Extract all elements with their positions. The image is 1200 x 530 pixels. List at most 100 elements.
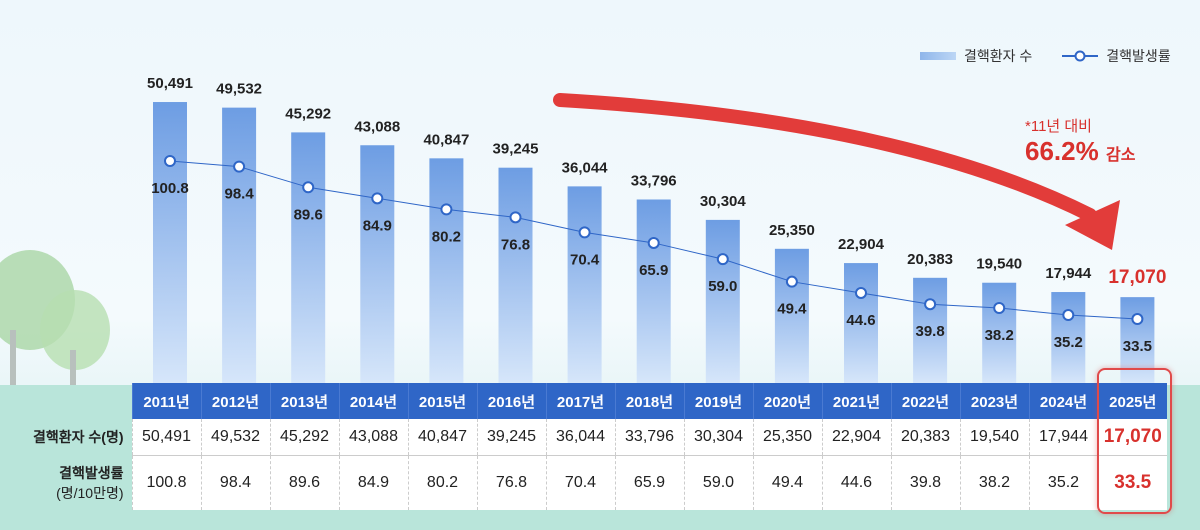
rate-value-label: 89.6 [294, 206, 323, 223]
table-rate-cell: 80.2 [407, 455, 477, 510]
rate-point [578, 226, 591, 239]
bar-value-label: 30,304 [700, 193, 747, 210]
table-header-cell: 2014년 [338, 383, 408, 419]
bar-value-label: 39,245 [493, 141, 539, 158]
table-header-cell: 2015년 [407, 383, 477, 419]
table-count-cell: 17,944 [1028, 419, 1098, 456]
row-label-rate: 결핵발생률 (명/10만명) [10, 456, 132, 511]
annotation-value: 66.2% [1025, 136, 1099, 166]
table-header-cell: 2023년 [959, 383, 1029, 419]
rate-value-label: 59.0 [708, 278, 737, 295]
bar-value-label: 49,532 [216, 81, 262, 98]
table-count-cell: 19,540 [959, 419, 1029, 456]
bar-value-label: 40,847 [423, 131, 469, 148]
table-header-row: 2011년 2012년 2013년 2014년 2015년 2016년 2017년 2018년… [10, 383, 1167, 419]
bar-2016년 [498, 167, 533, 383]
table-count-cell: 33,796 [614, 419, 684, 456]
rate-point [371, 192, 384, 205]
table-rate-cell: 33.5 [1097, 455, 1167, 510]
table-header-cell: 2018년 [614, 383, 684, 419]
table-header-cell: 2013년 [269, 383, 339, 419]
bar-2012년 [222, 107, 257, 383]
table-header-cell: 2021년 [821, 383, 891, 419]
table-count-cell: 40,847 [407, 419, 477, 456]
rate-value-label: 44.6 [846, 312, 875, 329]
bar-value-label: 33,796 [631, 172, 677, 189]
bar-2011년 [153, 102, 187, 383]
table-rate-cell: 70.4 [545, 455, 615, 510]
rate-value-label: 70.4 [570, 251, 600, 268]
table-count-cell: 25,350 [752, 419, 822, 456]
rate-point [233, 160, 246, 173]
bar-2022년 [913, 277, 948, 383]
rate-point [716, 253, 729, 266]
table-count-cell: 39,245 [476, 419, 546, 456]
table-row-rate: 결핵발생률 (명/10만명) 100.8 98.4 89.6 84.9 80.2 76.8 70… [10, 455, 1167, 511]
table-rate-cell: 65.9 [614, 455, 684, 510]
rate-point [509, 211, 522, 224]
table-count-cell: 50,491 [131, 419, 201, 456]
bar-value-label: 43,088 [354, 118, 400, 135]
bar-value-label: 20,383 [907, 251, 953, 268]
table-header-cell: 2011년 [131, 383, 201, 419]
legend-line-label: 결핵발생률 [1106, 48, 1171, 64]
bar-2023년 [982, 282, 1017, 383]
rate-value-label: 39.8 [915, 323, 944, 340]
tree-decoration [0, 250, 110, 385]
table-rate-cell: 44.6 [821, 455, 891, 510]
table-row-count: 결핵환자 수(명) 50,491 49,532 45,292 43,088 40,847 3… [10, 419, 1167, 456]
rate-value-label: 35.2 [1054, 334, 1083, 351]
legend: 결핵환자 수 결핵발생률 [920, 46, 1171, 66]
rate-value-label: 84.9 [363, 217, 392, 234]
table-count-cell: 22,904 [821, 419, 891, 456]
table-count-cell: 49,532 [200, 419, 270, 456]
rate-point [785, 275, 798, 288]
rate-point [924, 298, 937, 311]
rate-value-label: 100.8 [151, 180, 189, 197]
bar-value-label: 50,491 [147, 75, 193, 92]
bar-2019년 [705, 219, 740, 383]
table-count-cell: 30,304 [683, 419, 753, 456]
rate-value-label: 65.9 [639, 262, 668, 279]
rate-point [1131, 313, 1144, 326]
row-label-count: 결핵환자 수(명) [33, 429, 124, 446]
table-rate-cell: 59.0 [683, 455, 753, 510]
rate-value-label: 38.2 [985, 327, 1014, 344]
rate-point [1062, 309, 1075, 322]
bar-value-label: 17,944 [1045, 265, 1092, 282]
legend-bar-label: 결핵환자 수 [964, 48, 1033, 64]
bar-value-label: 36,044 [562, 159, 609, 176]
row-label-rate-unit: (명/10만명) [56, 484, 124, 501]
table-header-cell: 2020년 [752, 383, 822, 419]
table-rate-cell: 76.8 [476, 455, 546, 510]
table-count-cell: 17,070 [1097, 419, 1167, 456]
table-rate-cell: 100.8 [131, 455, 201, 510]
rate-point [164, 155, 176, 167]
bar-2021년 [844, 263, 878, 383]
bar-2020년 [774, 248, 809, 383]
data-table: 2011년 2012년 2013년 2014년 2015년 2016년 2017년 2018년… [10, 383, 1167, 510]
table-rate-cell: 39.8 [890, 455, 960, 510]
annotation-suffix: 감소 [1105, 147, 1136, 164]
bar-2017년 [567, 186, 602, 383]
bar-value-label: 17,070 [1108, 267, 1166, 288]
bar-2013년 [291, 132, 326, 383]
rate-value-label: 76.8 [501, 236, 530, 253]
table-header-cell: 2017년 [545, 383, 615, 419]
decrease-arrow [553, 93, 1120, 250]
rate-point [440, 203, 453, 216]
table-rate-cell: 49.4 [752, 455, 822, 510]
legend-bar-swatch [920, 52, 956, 60]
bar-value-label: 45,292 [285, 105, 331, 122]
table-count-cell: 43,088 [338, 419, 408, 456]
rate-value-label: 49.4 [777, 301, 807, 318]
legend-line-icon [1062, 50, 1099, 62]
annotation-baseline: *11년 대비 [1025, 118, 1092, 135]
table-header-cell: 2019년 [683, 383, 753, 419]
table-rate-cell: 35.2 [1028, 455, 1098, 510]
table-header-cell: 2024년 [1028, 383, 1098, 419]
rate-value-label: 80.2 [432, 228, 461, 245]
table-count-cell: 20,383 [890, 419, 960, 456]
table-rate-cell: 98.4 [200, 455, 270, 510]
bar-2024년 [1051, 292, 1086, 383]
